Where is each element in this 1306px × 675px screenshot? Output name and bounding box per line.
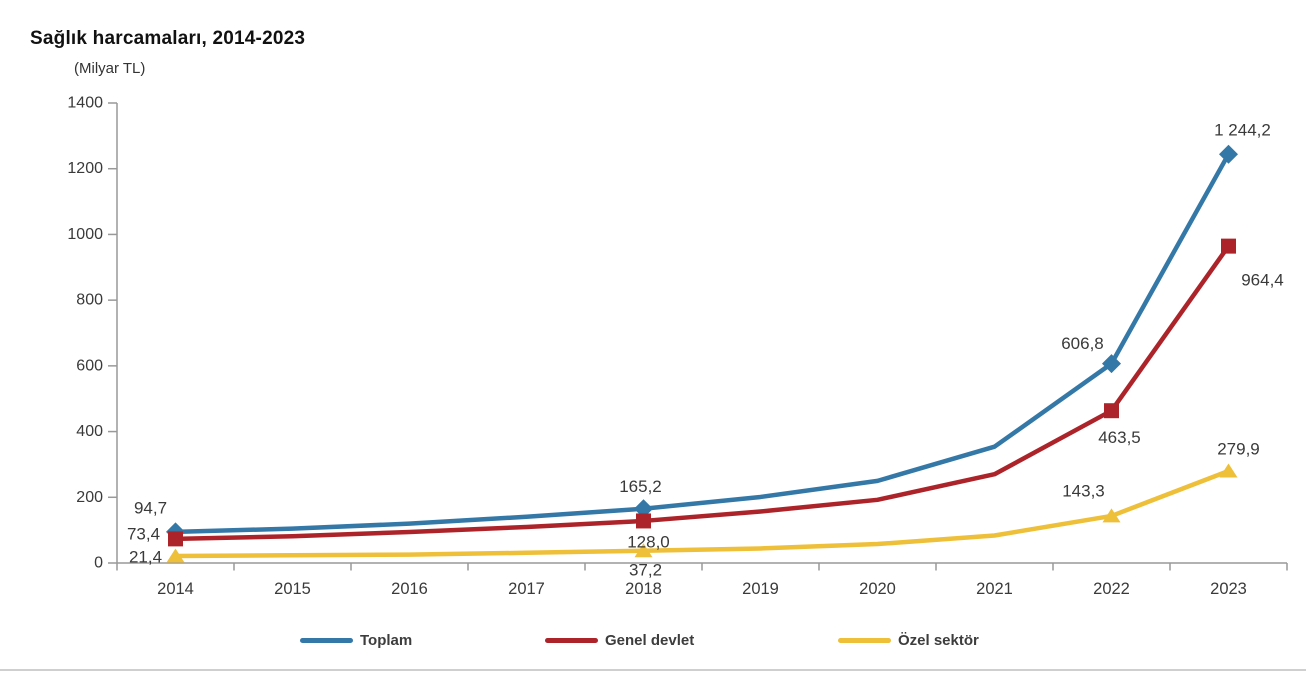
y-axis-tick-label: 600 <box>76 357 103 374</box>
y-axis-tick-label: 800 <box>76 292 103 309</box>
marker-diamond-toplam-2022 <box>1102 354 1121 374</box>
data-label: 37,2 <box>629 560 662 579</box>
bottom-divider <box>0 669 1306 671</box>
marker-square-genel-devlet-2023 <box>1221 238 1236 254</box>
chart-unit-label: (Milyar TL) <box>74 60 146 77</box>
legend-label-genel-devlet: Genel devlet <box>605 631 695 649</box>
data-label: 94,7 <box>134 498 167 517</box>
y-axis-tick-label: 1200 <box>67 160 103 177</box>
y-axis-tick-label: 0 <box>94 555 103 572</box>
legend-item-toplam: Toplam <box>300 628 412 652</box>
x-axis-tick-label: 2019 <box>742 580 779 598</box>
chart-legend: Toplam Genel devlet Özel sektör <box>0 628 1306 652</box>
marker-triangle--zel-sekt-r-2014 <box>166 548 185 563</box>
legend-line-icon <box>838 637 891 643</box>
data-label: 279,9 <box>1217 440 1260 459</box>
chart-title: Sağlık harcamaları, 2014-2023 <box>30 28 306 49</box>
y-axis-tick-label: 200 <box>76 489 103 506</box>
marker-triangle--zel-sekt-r-2018 <box>634 543 653 558</box>
y-axis-tick-label: 1000 <box>67 226 103 243</box>
data-label: 73,4 <box>127 524 160 543</box>
legend-label-toplam: Toplam <box>360 631 413 649</box>
x-axis-tick-label: 2015 <box>274 580 311 598</box>
data-label: 165,2 <box>619 477 662 496</box>
marker-square-genel-devlet-2018 <box>636 513 651 529</box>
x-axis-tick-label: 2021 <box>976 580 1013 598</box>
x-axis-tick-label: 2016 <box>391 580 428 598</box>
marker-triangle--zel-sekt-r-2023 <box>1219 463 1238 478</box>
x-axis-tick-label: 2017 <box>508 580 545 598</box>
data-label: 964,4 <box>1241 271 1284 290</box>
marker-square-genel-devlet-2022 <box>1104 403 1119 419</box>
y-axis-tick-label: 1400 <box>67 95 103 112</box>
legend-line-icon <box>545 637 598 643</box>
series-line--zel-sekt-r <box>173 468 1231 559</box>
legend-line-icon <box>300 637 353 643</box>
x-axis-tick-label: 2022 <box>1093 580 1130 598</box>
data-label: 21,4 <box>129 547 162 566</box>
data-label: 463,5 <box>1098 428 1141 447</box>
x-axis-tick-label: 2023 <box>1210 580 1247 598</box>
x-axis-tick-label: 2014 <box>157 580 194 598</box>
legend-item--zel-sekt-r: Özel sektör <box>838 628 979 652</box>
data-label: 128,0 <box>627 532 670 551</box>
marker-square-genel-devlet-2014 <box>168 531 183 547</box>
series-line-toplam <box>173 151 1231 535</box>
marker-diamond-toplam-2023 <box>1219 144 1238 164</box>
data-label: 143,3 <box>1062 481 1105 500</box>
marker-triangle--zel-sekt-r-2022 <box>1102 508 1121 523</box>
series-line-genel-devlet <box>173 243 1231 542</box>
x-axis-tick-label: 2018 <box>625 580 662 598</box>
y-axis-tick-label: 400 <box>76 423 103 440</box>
data-label: 1 244,2 <box>1214 121 1271 140</box>
legend-item-genel-devlet: Genel devlet <box>545 628 694 652</box>
legend-label--zel-sekt-r: Özel sektör <box>898 631 979 649</box>
data-label: 606,8 <box>1061 334 1104 353</box>
axis-lines <box>116 103 1287 564</box>
x-axis-tick-label: 2020 <box>859 580 896 598</box>
